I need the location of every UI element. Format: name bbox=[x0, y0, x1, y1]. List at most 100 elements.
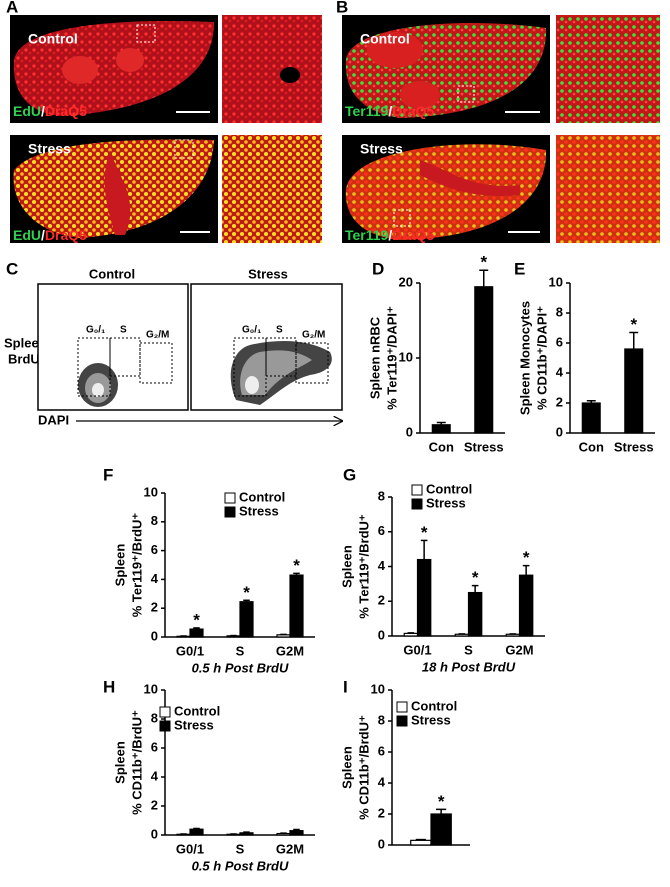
y-tick-label: 0 bbox=[151, 628, 158, 643]
stain: Ter119 bbox=[345, 103, 389, 119]
inset bbox=[222, 135, 322, 243]
x-tick-label: G2M bbox=[276, 841, 304, 856]
bar bbox=[430, 813, 452, 846]
gate-label: G₀/₁ bbox=[242, 325, 261, 336]
stain: / bbox=[41, 103, 45, 119]
error-bar bbox=[629, 331, 639, 349]
y-tick-label: 0 bbox=[556, 424, 563, 439]
y-tick-label: 10 bbox=[371, 681, 385, 696]
gate-label: G₀/₁ bbox=[86, 325, 105, 336]
y-tick-label: 4 bbox=[151, 768, 159, 783]
y-tick-label: 4 bbox=[556, 364, 564, 379]
legend-swatch bbox=[224, 506, 236, 518]
bar bbox=[189, 828, 204, 836]
panel-label: G bbox=[343, 465, 356, 484]
x-tick-label: G2M bbox=[276, 643, 304, 658]
gates bbox=[77, 337, 329, 397]
follicle bbox=[116, 48, 144, 72]
y-label: % CD11b⁺/DAPI⁺ bbox=[534, 306, 549, 410]
significance: * bbox=[421, 523, 428, 542]
error-bar bbox=[420, 539, 428, 560]
x-tick-label: G0/1 bbox=[176, 643, 204, 658]
gate-label: G₂/M bbox=[302, 330, 325, 341]
condition-label: Control bbox=[89, 266, 135, 281]
y-tick-label: 2 bbox=[378, 593, 385, 608]
stain: DraQ5 bbox=[392, 103, 434, 119]
x-label: 0.5 h Post BrdU bbox=[192, 660, 289, 675]
bar bbox=[581, 402, 601, 434]
y-tick-label: 6 bbox=[151, 739, 158, 754]
stain-label: Ter119/DraQ5 bbox=[345, 227, 434, 243]
y-tick-label: 8 bbox=[556, 304, 563, 319]
x-tick-label: S bbox=[464, 642, 473, 657]
panel-label: E bbox=[514, 259, 525, 278]
panel-label: H bbox=[103, 677, 115, 696]
bar bbox=[289, 830, 304, 836]
bar bbox=[276, 634, 291, 638]
y-label: BrdU bbox=[8, 351, 40, 366]
stain: DraQ5 bbox=[45, 103, 87, 119]
bar bbox=[416, 558, 432, 637]
y-label: Spleen bbox=[4, 335, 47, 350]
y-tick-label: 2 bbox=[378, 805, 385, 820]
x-tick-label: Stress bbox=[464, 439, 504, 454]
bar bbox=[189, 628, 204, 638]
error-bar bbox=[436, 421, 446, 425]
y-tick-label: 6 bbox=[556, 334, 563, 349]
significance: * bbox=[472, 568, 479, 587]
y-label: Spleen bbox=[339, 545, 354, 588]
x-label: 18 h Post BrdU bbox=[422, 659, 516, 674]
inset-box bbox=[457, 85, 475, 103]
inset-box bbox=[174, 139, 194, 159]
condition-label: Stress bbox=[360, 141, 403, 157]
x-tick-label: Con bbox=[579, 439, 604, 454]
y-tick-label: 2 bbox=[151, 797, 158, 812]
panel-label: C bbox=[6, 259, 18, 278]
bar bbox=[239, 832, 254, 836]
condition-label: Stress bbox=[248, 266, 288, 281]
y-tick-label: 20 bbox=[399, 274, 413, 289]
panel-c: C Control Stress Spleen BrdU G₀/₁ S G₂/M… bbox=[4, 259, 342, 427]
y-tick-label: 6 bbox=[151, 542, 158, 557]
y-tick-label: 8 bbox=[378, 488, 385, 503]
x-label: DAPI bbox=[38, 412, 69, 427]
y-tick-label: 6 bbox=[378, 743, 385, 758]
stain: / bbox=[41, 227, 45, 243]
significance: * bbox=[438, 792, 445, 811]
legend-swatch bbox=[396, 715, 408, 727]
density bbox=[92, 383, 104, 397]
gate-labels: G₀/₁ S G₂/M G₀/₁ S G₂/M bbox=[86, 325, 325, 341]
chart-g: G 0 2 4 6 8 Spleen% Ter119⁺/BrdU⁺ 18 h Post Brd… bbox=[339, 465, 545, 674]
error-bar bbox=[243, 831, 250, 833]
inset-hole bbox=[280, 67, 300, 83]
y-tick-label: 4 bbox=[378, 558, 386, 573]
y-label: Spleen bbox=[112, 544, 127, 587]
y-tick-label: 4 bbox=[151, 571, 159, 586]
error-bar bbox=[243, 599, 250, 602]
legend-swatch bbox=[411, 498, 423, 510]
y-tick-label: 2 bbox=[556, 394, 563, 409]
stain: Ter119 bbox=[345, 227, 389, 243]
error-bar bbox=[193, 827, 200, 830]
x-tick-label: S bbox=[236, 841, 245, 856]
y-tick-label: 0 bbox=[151, 826, 158, 841]
panel-label: B bbox=[336, 0, 348, 16]
stain: EdU bbox=[13, 227, 41, 243]
error-bar bbox=[407, 632, 415, 634]
legend-label: Stress bbox=[239, 503, 279, 518]
error-bar bbox=[293, 828, 300, 831]
legend-swatch bbox=[159, 706, 171, 718]
y-label: Spleen bbox=[339, 746, 354, 789]
significance: * bbox=[293, 556, 300, 575]
y-tick-label: 8 bbox=[151, 513, 158, 528]
legend-label: Control bbox=[411, 698, 457, 713]
significance: * bbox=[480, 253, 487, 272]
legend-label: Stress bbox=[411, 712, 451, 727]
chart-i: I 0 2 4 6 8 10 Spleen% CD11b⁺/BrdU⁺ * ControlStre… bbox=[339, 677, 470, 851]
panel-label: D bbox=[372, 259, 384, 278]
y-tick-label: 4 bbox=[378, 774, 386, 789]
gate-label: S bbox=[120, 325, 127, 336]
y-label: % CD11b⁺/BrdU⁺ bbox=[356, 715, 371, 820]
bar bbox=[403, 632, 419, 637]
